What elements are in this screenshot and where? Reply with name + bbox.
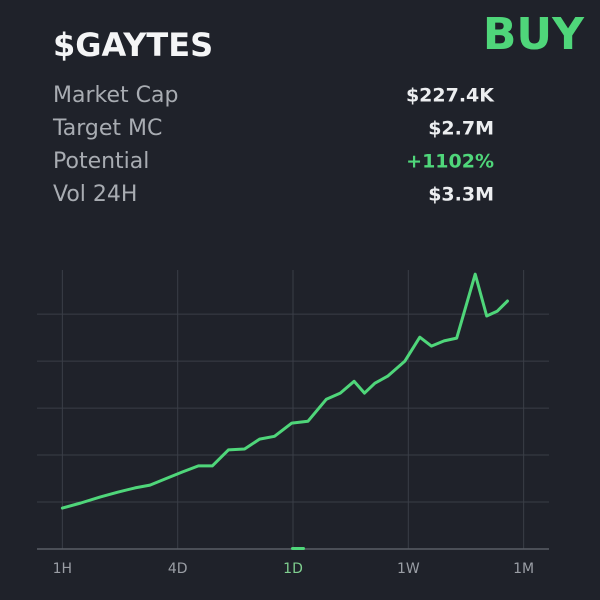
stat-value: +1102% (406, 151, 494, 173)
x-tick-label: 4D (168, 561, 188, 577)
token-title: $GAYTES (53, 26, 213, 64)
stat-label: Market Cap (53, 83, 178, 108)
x-tick-label: 1D (283, 561, 303, 577)
stat-value: $2.7M (428, 118, 494, 140)
stat-row: Market Cap $227.4K (53, 83, 495, 108)
stat-value: $3.3M (428, 184, 494, 206)
buy-button[interactable]: BUY (483, 9, 585, 60)
x-tick-label: 1H (53, 561, 72, 577)
stat-label: Target MC (52, 116, 162, 141)
stat-label: Potential (53, 149, 149, 174)
price-line (60, 272, 509, 510)
stat-label: Vol 24H (53, 182, 137, 207)
stat-row: Potential +1102% (53, 149, 494, 174)
stats: Market Cap $227.4K Target MC $2.7M Potential… (52, 83, 495, 207)
stat-row: Target MC $2.7M (52, 116, 494, 141)
stat-value: $227.4K (406, 85, 495, 107)
plot: 1H 4D 1D 1W 1M (37, 270, 549, 577)
x-tick-label: 1M (513, 561, 534, 577)
x-tick-label: 1W (397, 561, 420, 577)
selection-indicator (291, 547, 305, 550)
stat-row: Vol 24H $3.3M (53, 182, 494, 207)
